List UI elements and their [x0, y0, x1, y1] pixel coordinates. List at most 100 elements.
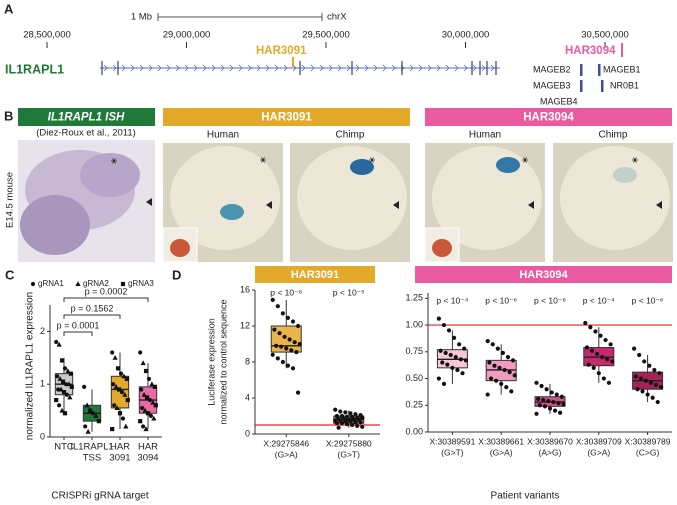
data-point [512, 373, 517, 378]
data-point [603, 337, 608, 343]
data-point [608, 342, 613, 347]
data-point [453, 355, 458, 360]
header [415, 266, 672, 283]
data-point [295, 390, 301, 395]
comparison-label: p = 0.0002 [85, 286, 128, 296]
data-point [123, 423, 129, 429]
har-label: HAR3091 [256, 45, 307, 57]
header [425, 108, 672, 126]
data-point [68, 371, 73, 376]
data-point [297, 341, 302, 347]
data-point [655, 399, 660, 405]
data-point [143, 368, 149, 374]
data-point [334, 421, 340, 426]
y-tick-label: 0.25 [405, 400, 423, 410]
x-tick-label: (G>A) [587, 447, 610, 457]
data-point [593, 329, 598, 334]
data-point [492, 363, 497, 368]
x-tick-label: X:30389789 [625, 436, 671, 446]
data-point [125, 397, 130, 403]
data-point [145, 411, 151, 416]
data-point [542, 404, 548, 409]
data-point [487, 360, 492, 365]
data-point [561, 402, 566, 407]
data-point [124, 376, 129, 382]
arrowhead [528, 201, 534, 209]
data-point [146, 376, 152, 382]
gene-name: MAGEB4 [540, 96, 578, 106]
p-value: p < 10⁻⁶ [632, 295, 664, 305]
data-point [143, 426, 149, 432]
legend-label: gRNA1 [38, 279, 64, 288]
citation: (Diez-Roux et al., 2011) [36, 128, 136, 139]
data-point [290, 319, 296, 324]
har-label: HAR3094 [565, 45, 616, 57]
data-point [69, 384, 74, 389]
data-point [57, 403, 62, 408]
x-tick-label: 3091 [109, 453, 130, 464]
y-tick-label: 8 [245, 356, 250, 366]
data-point [591, 365, 596, 370]
data-point [280, 311, 285, 316]
comparison-bracket [63, 314, 121, 319]
gene-block [580, 80, 583, 92]
data-point [275, 304, 280, 309]
data-point [504, 384, 509, 390]
p-value: p < 10⁻⁸ [534, 295, 566, 305]
asterisk [260, 157, 266, 163]
data-point [353, 412, 358, 417]
data-point [114, 405, 120, 410]
y-tick-label: 0 [40, 431, 45, 441]
data-point [536, 396, 541, 401]
data-point [148, 413, 154, 418]
data-point [499, 381, 504, 386]
ish-tissue [20, 195, 90, 255]
y-tick-label: 1.00 [405, 319, 423, 329]
data-point [339, 421, 345, 426]
data-point [635, 387, 640, 392]
gene-name: NR0B1 [610, 80, 639, 90]
data-point [138, 350, 143, 355]
data-point [502, 367, 507, 373]
data-point [610, 359, 615, 364]
data-point [110, 350, 115, 355]
x-tick-label: (G>T) [441, 447, 464, 457]
comparison-bracket [63, 297, 149, 302]
data-point [586, 362, 591, 367]
x-axis-label: Patient variants [491, 491, 560, 502]
data-point [588, 325, 593, 330]
comparison-label: p = 0.1562 [71, 303, 114, 313]
data-point [56, 341, 62, 347]
x-tick-label: HAR [110, 442, 130, 453]
data-point [595, 351, 600, 357]
data-point [647, 363, 652, 368]
comparison-label: p = 0.0001 [57, 320, 100, 330]
data-point [546, 398, 551, 404]
coordinate-label: 29,500,000 [302, 30, 350, 41]
data-point [551, 399, 556, 405]
data-point [642, 359, 647, 364]
data-point [598, 333, 603, 338]
data-point [505, 355, 511, 360]
data-point [282, 334, 287, 339]
data-point [360, 415, 365, 420]
comparison-bracket [63, 331, 93, 336]
x-tick-label: X:30389661 [478, 436, 524, 446]
x-tick-label: (G>A) [490, 447, 513, 457]
data-point [638, 376, 643, 381]
data-point [436, 316, 441, 321]
data-point [494, 378, 499, 383]
legend-label: gRNA3 [128, 279, 154, 288]
data-point [110, 426, 115, 432]
data-point [485, 339, 490, 344]
p-value: p < 10⁻⁸ [270, 287, 302, 297]
data-point [55, 374, 60, 379]
data-point [117, 411, 123, 416]
arrowhead [393, 201, 399, 209]
y-tick-label: 2 [40, 326, 45, 336]
data-point [645, 392, 650, 397]
stain [220, 204, 244, 220]
gene-name: MAGEB3 [533, 80, 571, 90]
data-point [455, 367, 460, 373]
data-point [509, 389, 514, 394]
